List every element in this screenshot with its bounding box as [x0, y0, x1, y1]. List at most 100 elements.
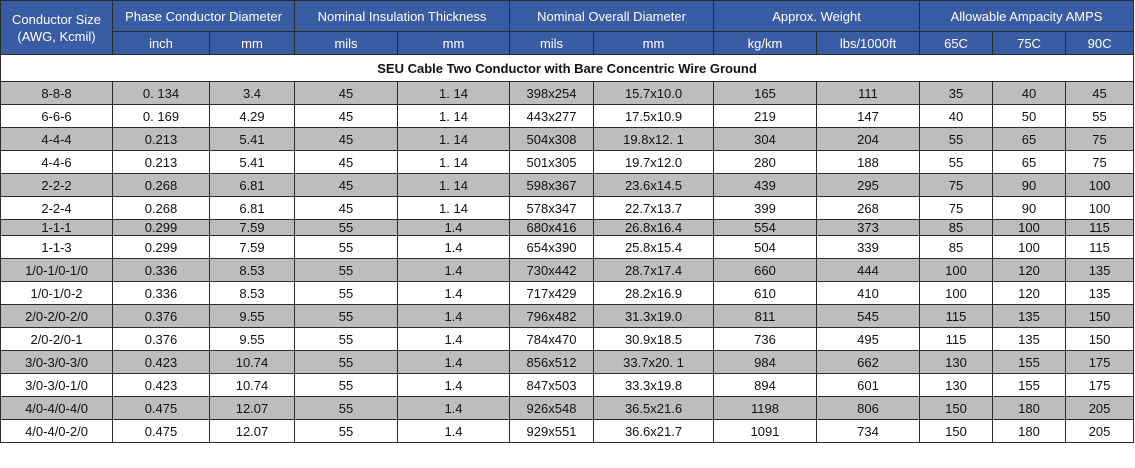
header-nominal-insulation-thickness: Nominal Insulation Thickness [294, 0, 510, 32]
table-cell: 1.4 [397, 373, 510, 397]
table-row: 1-1-3 0.299 7.59 55 1.4 654x390 25.8x15.4 504 33… [0, 235, 1135, 259]
table-cell: 0.475 [112, 396, 210, 420]
table-cell: 165 [713, 81, 818, 105]
conductor-size-cell: 8-8-8 [0, 81, 113, 105]
conductor-size-cell: 4-4-6 [0, 150, 113, 174]
header-conductor-size: Conductor Size (AWG, Kcmil) [0, 0, 113, 55]
table-cell: 100 [992, 219, 1067, 236]
table-cell: 55 [919, 127, 994, 151]
header-unit: kg/km [713, 31, 818, 55]
table-cell: 856x512 [509, 350, 594, 374]
conductor-size-cell: 1-1-3 [0, 235, 113, 259]
table-cell: 444 [816, 258, 921, 282]
table-cell: 0.423 [112, 350, 210, 374]
table-cell: 33.7x20. 1 [592, 350, 715, 374]
table-cell: 410 [816, 281, 921, 305]
table-cell: 1. 14 [397, 81, 510, 105]
table-cell: 1.4 [397, 350, 510, 374]
table-cell: 75 [1065, 150, 1135, 174]
table-cell: 268 [816, 196, 921, 220]
table-cell: 734 [816, 419, 921, 443]
table-cell: 439 [713, 173, 818, 197]
table-cell: 545 [816, 304, 921, 328]
header-conductor-size-line2: (AWG, Kcmil) [17, 28, 96, 44]
table-cell: 280 [713, 150, 818, 174]
table-cell: 135 [1065, 281, 1135, 305]
table-cell: 100 [919, 258, 994, 282]
table-cell: 601 [816, 373, 921, 397]
table-cell: 65 [992, 150, 1067, 174]
table-cell: 929x551 [509, 419, 594, 443]
table-cell: 3.4 [209, 81, 295, 105]
header-row-groups: Conductor Size (AWG, Kcmil) Phase Conduc… [0, 0, 1135, 55]
header-unit: mils [294, 31, 398, 55]
table-cell: 304 [713, 127, 818, 151]
table-cell: 654x390 [509, 235, 594, 259]
table-cell: 1. 14 [397, 127, 510, 151]
table-cell: 10.74 [209, 350, 295, 374]
table-cell: 680x416 [509, 219, 594, 236]
table-cell: 5.41 [209, 127, 295, 151]
table-cell: 90 [992, 196, 1067, 220]
table-cell: 23.6x14.5 [592, 173, 715, 197]
table-cell: 984 [713, 350, 818, 374]
header-unit: mils [509, 31, 594, 55]
table-cell: 85 [919, 219, 994, 236]
conductor-size-cell: 2-2-4 [0, 196, 113, 220]
table-cell: 1.4 [397, 419, 510, 443]
table-cell: 0.423 [112, 373, 210, 397]
table-cell: 0.376 [112, 327, 210, 351]
table-cell: 578x347 [509, 196, 594, 220]
table-cell: 65 [992, 127, 1067, 151]
table-row: 4-4-6 0.213 5.41 45 1. 14 501x305 19.7x12.0 280… [0, 150, 1135, 174]
table-cell: 100 [1065, 196, 1135, 220]
table-cell: 55 [294, 327, 398, 351]
table-row: 2-2-2 0.268 6.81 45 1. 14 598x367 23.6x14.5 439… [0, 173, 1135, 197]
header-unit: 90C [1065, 31, 1135, 55]
table-cell: 15.7x10.0 [592, 81, 715, 105]
header-nominal-overall-diameter: Nominal Overall Diameter [508, 0, 715, 32]
header-approx-weight: Approx. Weight [713, 0, 921, 32]
table-cell: 180 [992, 396, 1067, 420]
table-cell: 1091 [713, 419, 818, 443]
table-cell: 45 [294, 127, 398, 151]
table-cell: 717x429 [509, 281, 594, 305]
table-cell: 0.376 [112, 304, 210, 328]
table-cell: 35 [919, 81, 994, 105]
table-cell: 175 [1065, 350, 1135, 374]
table-cell: 100 [919, 281, 994, 305]
table-cell: 504x308 [509, 127, 594, 151]
table-cell: 111 [816, 81, 921, 105]
table-row: 4-4-4 0.213 5.41 45 1. 14 504x308 19.8x12. 1 30… [0, 127, 1135, 151]
header-unit: inch [112, 31, 210, 55]
table-cell: 7.59 [209, 235, 295, 259]
header-unit: 65C [919, 31, 994, 55]
table-cell: 926x548 [509, 396, 594, 420]
table-cell: 204 [816, 127, 921, 151]
cable-spec-table: Conductor Size (AWG, Kcmil) Phase Conduc… [0, 0, 1135, 443]
table-row: 2/0-2/0-2/0 0.376 9.55 55 1.4 796x482 31.3x19.… [0, 304, 1135, 328]
table-cell: 894 [713, 373, 818, 397]
header-allowable-ampacity: Allowable Ampacity AMPS [919, 0, 1135, 32]
conductor-size-cell: 1-1-1 [0, 219, 113, 236]
table-cell: 175 [1065, 373, 1135, 397]
table-cell: 0.213 [112, 150, 210, 174]
table-cell: 784x470 [509, 327, 594, 351]
table-row: 6-6-6 0. 169 4.29 45 1. 14 443x277 17.5x10.9 21… [0, 104, 1135, 128]
table-cell: 115 [1065, 235, 1135, 259]
table-cell: 1.4 [397, 281, 510, 305]
table-cell: 219 [713, 104, 818, 128]
table-cell: 847x503 [509, 373, 594, 397]
table-cell: 55 [294, 304, 398, 328]
table-cell: 155 [992, 350, 1067, 374]
table-cell: 55 [1065, 104, 1135, 128]
table-cell: 115 [1065, 219, 1135, 236]
table-row: 1/0-1/0-2 0.336 8.53 55 1.4 717x429 28.2x16.9 6… [0, 281, 1135, 305]
table-cell: 4.29 [209, 104, 295, 128]
table-cell: 1.4 [397, 258, 510, 282]
table-cell: 610 [713, 281, 818, 305]
table-cell: 188 [816, 150, 921, 174]
table-cell: 19.8x12. 1 [592, 127, 715, 151]
table-row: 3/0-3/0-3/0 0.423 10.74 55 1.4 856x512 33.7x20… [0, 350, 1135, 374]
table-cell: 55 [294, 419, 398, 443]
